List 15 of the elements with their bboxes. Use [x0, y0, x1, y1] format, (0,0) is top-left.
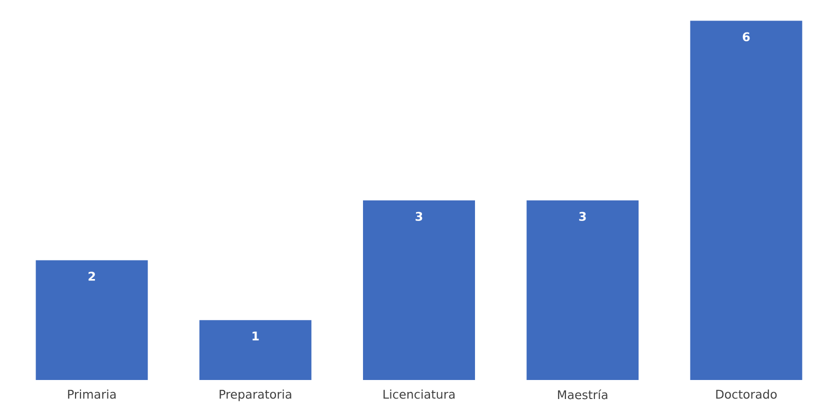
bar: [36, 260, 148, 380]
x-tick-label: Preparatoria: [220, 390, 292, 402]
bar: [690, 20, 802, 380]
bar: [199, 320, 312, 380]
data-label: 6: [742, 32, 750, 42]
data-label: 2: [88, 272, 95, 281]
bar: [363, 200, 476, 380]
x-tick-label: Licenciatura: [384, 390, 455, 399]
x-tick-label: Doctorado: [716, 390, 777, 399]
x-tick-label: Maestría: [558, 389, 608, 400]
data-label: 3: [416, 212, 422, 221]
bar: [526, 200, 639, 380]
data-label: 1: [252, 332, 259, 340]
data-label: 3: [579, 212, 586, 221]
x-tick-label: Primaria: [68, 390, 116, 399]
